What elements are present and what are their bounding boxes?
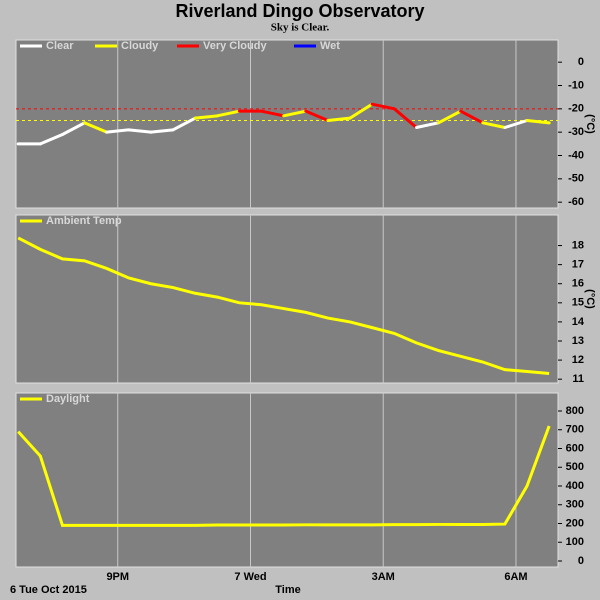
- panel: [15, 214, 559, 384]
- y-tick-label: 600: [566, 442, 584, 454]
- state-segment: [171, 116, 197, 132]
- x-axis-label: Time: [275, 584, 300, 596]
- state-segment: [525, 119, 551, 125]
- chart-subtitle: Sky is Clear.: [271, 22, 330, 34]
- y-tick-label: 0: [578, 56, 584, 68]
- state-segment: [105, 128, 131, 134]
- x-tick-label: 6AM: [504, 571, 527, 583]
- chart-title: Riverland Dingo Observatory: [175, 1, 424, 21]
- legend-label: Daylight: [46, 393, 90, 405]
- y-tick-label: 200: [566, 517, 584, 529]
- y-tick-label: 300: [566, 499, 584, 511]
- state-segment: [348, 102, 374, 120]
- y-tick-label: 0: [578, 555, 584, 567]
- y-tick-label: -60: [568, 196, 584, 208]
- state-segment: [60, 121, 87, 136]
- state-segment: [392, 107, 418, 129]
- state-segment: [437, 109, 463, 125]
- state-segment: [215, 109, 241, 118]
- legend-label: Clear: [46, 40, 74, 52]
- state-segment: [83, 121, 109, 134]
- state-segment: [282, 109, 308, 118]
- y-tick-label: 700: [566, 424, 584, 436]
- state-segment: [149, 128, 175, 134]
- state-segment: [304, 109, 330, 122]
- unit-label: (°C): [584, 289, 596, 309]
- y-tick-label: 16: [572, 278, 584, 290]
- y-tick-label: 14: [572, 316, 585, 328]
- state-segment: [370, 102, 396, 111]
- legend-label: Very Cloudy: [203, 40, 267, 52]
- data-line: [17, 425, 551, 527]
- state-segment: [326, 116, 352, 122]
- y-tick-label: 13: [572, 335, 584, 347]
- y-tick-label: 500: [566, 461, 584, 473]
- state-segment: [414, 121, 441, 129]
- state-segment: [38, 133, 64, 146]
- state-segment: [193, 114, 219, 120]
- x-tick-label: 3AM: [372, 571, 395, 583]
- y-tick-label: -20: [568, 103, 584, 115]
- panel: [15, 392, 559, 568]
- state-segment: [127, 128, 153, 134]
- y-tick-label: 800: [566, 405, 584, 417]
- state-segment: [503, 119, 529, 129]
- legend-label: Ambient Temp: [46, 215, 122, 227]
- state-segment: [459, 109, 485, 125]
- panel: [15, 39, 559, 209]
- date-label: 6 Tue Oct 2015: [10, 584, 87, 596]
- y-tick-label: 17: [572, 259, 584, 271]
- legend-label: Wet: [320, 40, 340, 52]
- x-tick-label: 9PM: [106, 571, 129, 583]
- y-tick-label: 100: [566, 536, 584, 548]
- y-tick-label: -30: [568, 126, 584, 138]
- y-tick-label: 18: [572, 239, 584, 251]
- y-tick-label: 15: [572, 297, 584, 309]
- y-tick-label: -50: [568, 173, 584, 185]
- x-tick-label: 7 Wed: [234, 571, 266, 583]
- data-line: [17, 236, 550, 375]
- y-tick-label: -10: [568, 79, 584, 91]
- y-tick-label: -40: [568, 149, 584, 161]
- legend-label: Cloudy: [121, 40, 159, 52]
- unit-label: (°C): [584, 114, 596, 134]
- y-tick-label: 400: [566, 480, 584, 492]
- state-segment: [481, 121, 507, 129]
- y-tick-label: 11: [572, 373, 584, 385]
- state-segment: [260, 109, 286, 118]
- y-tick-label: 12: [572, 354, 584, 366]
